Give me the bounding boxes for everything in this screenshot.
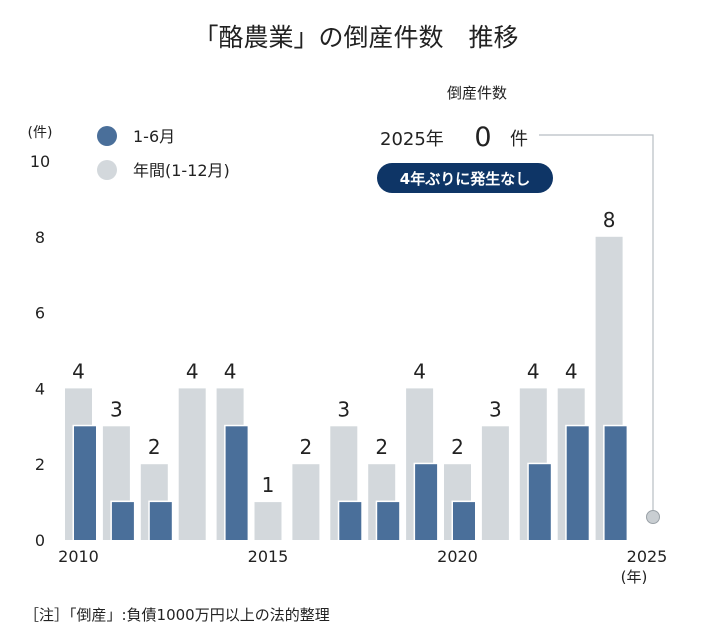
annotation-2025: 倒産件数 2025年 0 件 4年ぶりに発生なし <box>377 84 660 524</box>
y-tick-label: 8 <box>35 228 45 247</box>
legend-label-annual: 年間(1-12月) <box>133 161 230 180</box>
data-label-2018: 2 <box>375 435 388 459</box>
y-tick-label: 10 <box>30 152 50 171</box>
data-label-2024: 8 <box>603 208 616 232</box>
annotation-badge-text: 4年ぶりに発生なし <box>400 170 530 188</box>
y-tick-label: 0 <box>35 531 45 550</box>
x-tick-label: 2020 <box>437 547 478 566</box>
y-tick-label: 4 <box>35 379 45 398</box>
x-tick-label: 2015 <box>248 547 289 566</box>
bar-h1-2018 <box>377 502 400 540</box>
data-label-2023: 4 <box>565 359 578 383</box>
annotation-year: 2025年 <box>380 129 444 150</box>
data-label-2014: 4 <box>224 359 237 383</box>
bar-h1-2023 <box>566 426 589 540</box>
data-label-2017: 3 <box>337 397 350 421</box>
y-tick-label: 2 <box>35 455 45 474</box>
footnote: ［注］「倒産」:負債1000万円以上の法的整理 <box>24 606 330 624</box>
annotation-value: 0 <box>474 122 491 153</box>
data-label-2013: 4 <box>186 359 199 383</box>
bar-h1-2014 <box>225 426 248 540</box>
legend-swatch-h1 <box>97 126 117 146</box>
legend: 1-6月 年間(1-12月) <box>97 126 230 180</box>
y-tick-label: 6 <box>35 304 45 323</box>
legend-swatch-annual <box>97 160 117 180</box>
data-label-2012: 2 <box>148 435 161 459</box>
data-label-2019: 4 <box>413 359 426 383</box>
x-axis-ticks: 2010 2015 2020 2025 <box>58 547 667 566</box>
bar-h1-2011 <box>111 502 134 540</box>
y-axis-ticks: 0 2 4 6 8 10 <box>30 152 50 550</box>
bar-h1-2019 <box>415 464 438 540</box>
data-label-2011: 3 <box>110 397 123 421</box>
y-axis-unit-label: (件) <box>28 125 53 141</box>
data-label-2016: 2 <box>300 435 313 459</box>
bar-h1-2020 <box>453 502 475 540</box>
x-tick-label: 2010 <box>58 547 99 566</box>
bar-annual-2013 <box>178 388 206 540</box>
data-label-2015: 1 <box>262 473 275 497</box>
bar-annual-2021 <box>481 426 509 540</box>
annotation-badge-bg <box>377 163 553 193</box>
data-label-2021: 3 <box>489 397 502 421</box>
bar-h1-2022 <box>528 464 551 540</box>
annotation-leader-line <box>539 134 654 517</box>
bar-h1-2010 <box>74 426 96 540</box>
annotation-unit: 件 <box>510 129 528 150</box>
bar-h1-2017 <box>339 502 362 540</box>
data-label-2022: 4 <box>527 359 540 383</box>
chart-title: 「酪農業」の倒産件数 推移 <box>193 23 518 52</box>
x-axis-unit-label: (年) <box>621 568 648 586</box>
x-tick-label: 2025 <box>627 547 668 566</box>
legend-label-h1: 1-6月 <box>133 127 175 146</box>
bar-h1-2012 <box>149 502 172 540</box>
bar-annual-2016 <box>292 464 320 540</box>
marker-2025 <box>646 510 660 524</box>
bar-h1-2024 <box>604 426 627 540</box>
data-label-2020: 2 <box>451 435 464 459</box>
data-label-2010: 4 <box>72 359 85 383</box>
annotation-header: 倒産件数 <box>447 84 507 102</box>
bar-annual-2015 <box>254 502 282 540</box>
